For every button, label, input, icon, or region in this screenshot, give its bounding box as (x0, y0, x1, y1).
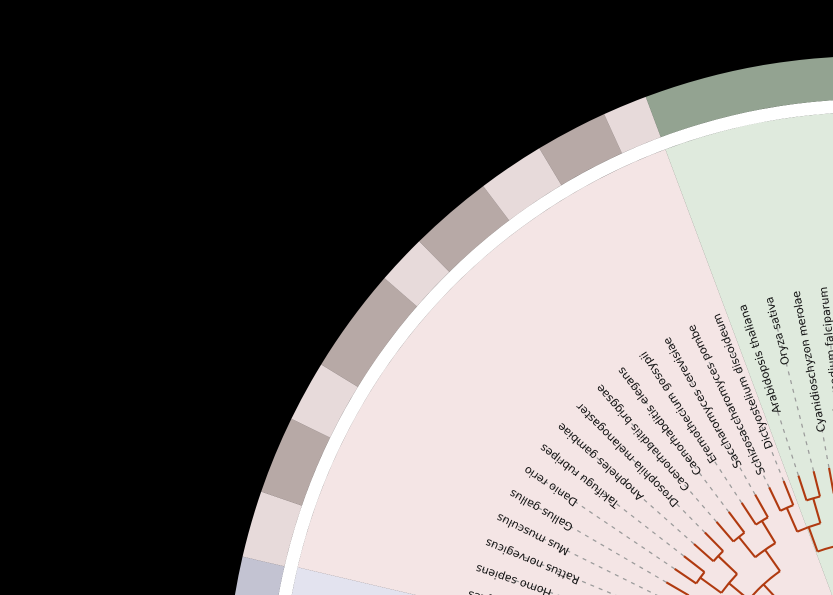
ring-segment-3 (291, 364, 358, 438)
species-labels: Clostridium …Clostridium acetobutylicumT… (466, 286, 833, 595)
branch-arc (817, 545, 833, 553)
leader-line-13 (623, 372, 730, 513)
domain-sectors (291, 113, 833, 595)
branch-radial (740, 502, 757, 526)
branch-radial (762, 583, 775, 595)
branch-arc (779, 504, 794, 512)
branch-radial (782, 480, 795, 506)
branch-radial (754, 494, 769, 518)
branch-radial (665, 581, 690, 595)
taxonomy-ring (234, 57, 833, 595)
leader-line-10 (563, 427, 695, 545)
leader-line-8 (530, 471, 676, 570)
ring-segment-9 (604, 96, 661, 154)
ring-segment-2 (261, 418, 331, 506)
ring-segment-1 (242, 491, 302, 567)
branch-arc (695, 571, 706, 585)
leader-line-15 (669, 342, 756, 495)
branch-radial (699, 576, 722, 594)
branch-radial (693, 543, 715, 563)
branch-radial (760, 520, 777, 544)
ring-segment-5 (384, 241, 450, 307)
leader-line-21 (824, 292, 833, 371)
branch-radial (683, 555, 706, 573)
ring-gap (278, 100, 833, 595)
ring-segment-8 (539, 114, 622, 186)
leader-line-11 (582, 408, 706, 533)
ring-segment-4 (321, 278, 417, 387)
branch-radial (812, 471, 822, 497)
sector-eukaryota (297, 149, 832, 595)
leader-line-7 (515, 494, 667, 583)
ring-segment-10 (645, 57, 833, 138)
branch-radial (715, 521, 735, 543)
branch-radial (797, 475, 808, 501)
leader-line-16 (693, 330, 770, 488)
branch-arc (732, 531, 746, 543)
ring-segment-7 (483, 148, 562, 221)
branch-radial (717, 555, 738, 575)
leader-line-14 (645, 356, 743, 504)
leader-line-20 (797, 296, 830, 469)
branch-radial (807, 526, 819, 552)
ring-segment-0 (234, 556, 285, 595)
leader-line-4 (481, 568, 560, 595)
leader-line-18 (744, 309, 800, 476)
leader-line-12 (602, 389, 717, 523)
ring-segment-6 (419, 186, 510, 272)
branch-radial (727, 511, 746, 534)
sector-bacteria (291, 567, 416, 595)
branch-radial (764, 549, 781, 572)
tree-branches (665, 467, 833, 595)
sector-archaea (665, 113, 833, 595)
branch-radial (785, 507, 799, 533)
branch-radial (812, 498, 822, 524)
branch-radial (768, 486, 782, 512)
branch-radial (738, 536, 757, 558)
branch-radial (704, 531, 724, 552)
branch-arc (720, 573, 738, 594)
leader-lines (474, 292, 833, 595)
branch-radial (728, 582, 745, 595)
leader-line-19 (770, 302, 815, 472)
branch-radial (674, 568, 697, 585)
leader-line-17 (718, 319, 785, 482)
leader-line-9 (546, 448, 685, 557)
leader-line-6 (502, 518, 658, 595)
leader-line-5 (491, 543, 617, 595)
